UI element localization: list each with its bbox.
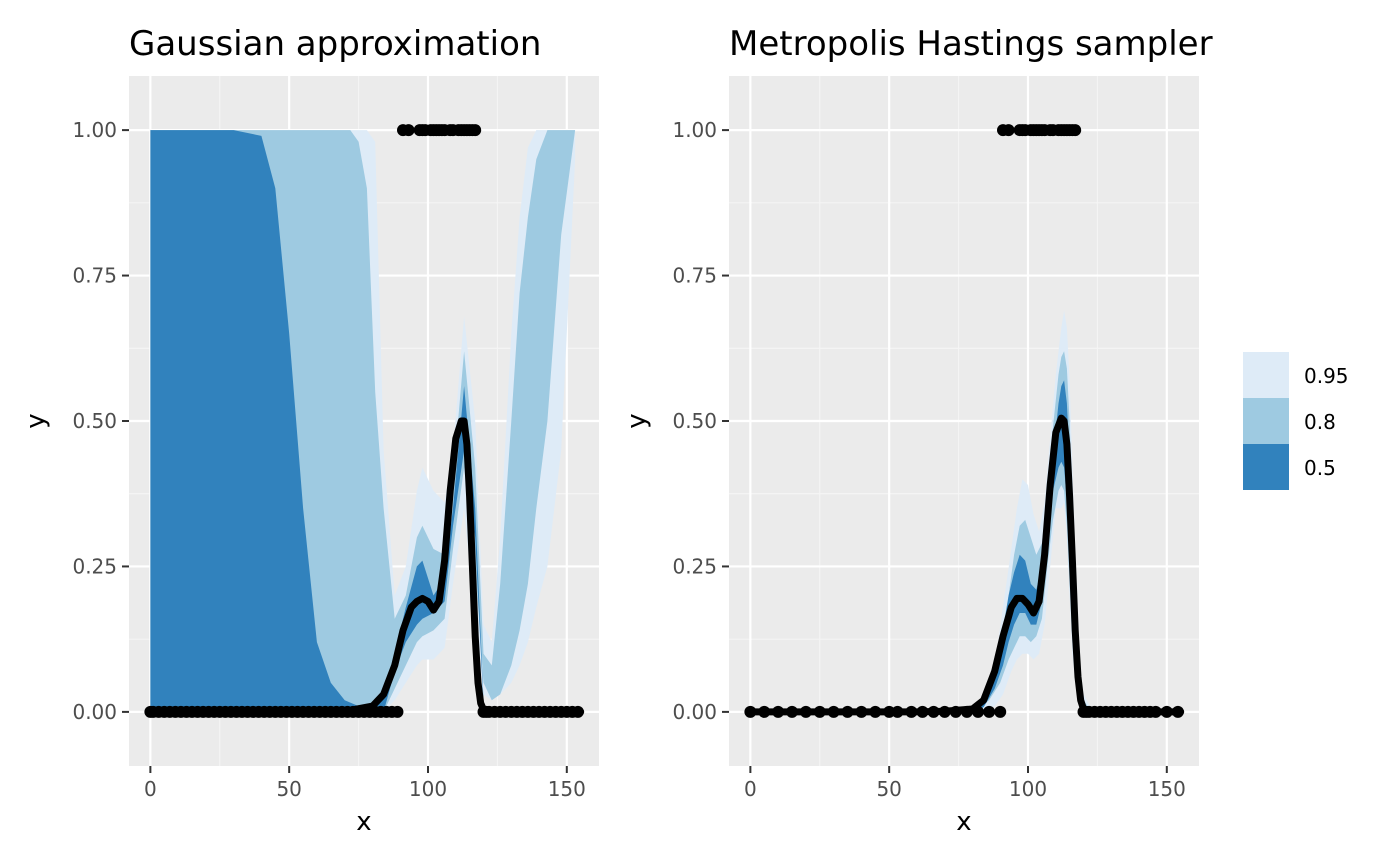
data-point-bottom [841,705,854,718]
ribbon-05 [972,380,1090,712]
x-axis-title: x [356,807,371,837]
data-point-top [469,124,482,137]
y-tick-label: 0.75 [72,264,117,288]
x-tick-label: 50 [876,777,901,801]
legend-key [1243,352,1289,398]
data-point-bottom [994,705,1007,718]
data-point-bottom [1171,705,1184,718]
data-point-bottom [905,705,918,718]
data-point-bottom [571,705,584,718]
legend-label: 0.5 [1304,456,1336,480]
panel-title: Metropolis Hastings sampler [729,24,1213,64]
x-tick-label: 100 [1009,777,1047,801]
x-tick-label: 50 [276,777,301,801]
data-point-bottom [949,705,962,718]
panel-2: 0.00 0.25 0.50 0.75 1.00 0 50 100 150 Metropolis … [622,24,1213,837]
legend-key [1243,398,1289,444]
plot-area [744,124,1185,718]
y-tick-label: 0.50 [72,409,117,433]
data-point-bottom [855,705,868,718]
data-point-bottom [1160,705,1173,718]
data-point-bottom [772,705,785,718]
data-point-bottom [744,705,757,718]
data-point-bottom [813,705,826,718]
data-point-bottom [799,705,812,718]
data-point-top [1002,124,1015,137]
x-tick-label: 100 [409,777,447,801]
data-point-top [1069,124,1082,137]
ribbon-05 [150,130,484,712]
y-axis-title: y [622,413,652,428]
legend-key [1243,444,1289,490]
data-point-bottom [983,705,996,718]
y-tick-label: 0.25 [672,554,717,578]
data-point-bottom [938,705,951,718]
x-axis-title: x [956,807,971,837]
data-point-bottom [786,705,799,718]
x-tick-label: 0 [144,777,157,801]
data-point-bottom [758,705,771,718]
plot-area [144,124,585,718]
data-point-bottom [891,705,904,718]
x-tick-label: 150 [1148,777,1186,801]
data-point-bottom [927,705,940,718]
y-tick-label: 1.00 [672,118,717,142]
data-point-bottom [827,705,840,718]
legend-label: 0.8 [1304,410,1336,434]
y-tick-label: 0.00 [72,700,117,724]
mean-line [746,414,1185,716]
y-tick-label: 1.00 [72,118,117,142]
panel-1: 0.00 0.25 0.50 0.75 1.00 0 50 100 150 Gaussian ap… [21,24,599,837]
data-point-bottom [960,705,973,718]
panel-title: Gaussian approximation [129,24,541,64]
x-tick-label: 150 [548,777,586,801]
data-point-bottom [391,705,404,718]
data-point-bottom [1149,705,1162,718]
legend: 0.95 0.8 0.5 [1243,352,1349,490]
y-tick-label: 0.25 [72,554,117,578]
x-tick-label: 0 [744,777,757,801]
legend-label: 0.95 [1304,364,1349,388]
data-point-bottom [869,705,882,718]
y-tick-label: 0.50 [672,409,717,433]
y-axis-title: y [21,413,51,428]
mean-line [146,417,585,716]
data-point-bottom [972,705,985,718]
y-tick-label: 0.75 [672,264,717,288]
data-point-bottom [916,705,929,718]
data-point-bottom [883,705,896,718]
y-tick-label: 0.00 [672,700,717,724]
data-point-top [402,124,415,137]
